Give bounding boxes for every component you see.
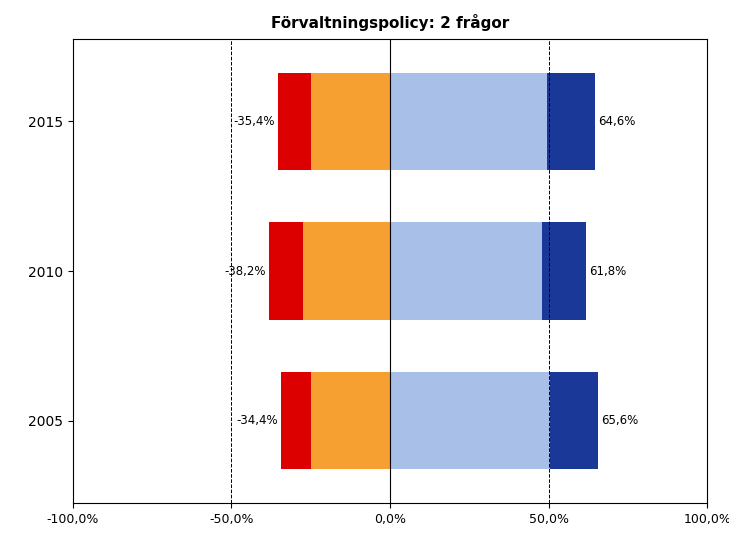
Text: -34,4%: -34,4% — [236, 414, 278, 427]
Bar — [278, 73, 311, 170]
Bar — [303, 222, 390, 320]
Bar — [281, 372, 311, 470]
Bar — [390, 372, 550, 470]
Bar — [269, 222, 303, 320]
Bar — [542, 222, 586, 320]
Text: 65,6%: 65,6% — [601, 414, 639, 427]
Bar — [390, 73, 547, 170]
Text: -35,4%: -35,4% — [233, 115, 275, 128]
Text: -38,2%: -38,2% — [225, 264, 265, 278]
Text: 64,6%: 64,6% — [598, 115, 636, 128]
Bar — [390, 222, 542, 320]
Bar — [311, 73, 390, 170]
Bar — [311, 372, 390, 470]
Bar — [547, 73, 595, 170]
Title: Förvaltningspolicy: 2 frågor: Förvaltningspolicy: 2 frågor — [271, 14, 509, 31]
Text: 61,8%: 61,8% — [589, 264, 626, 278]
Bar — [550, 372, 598, 470]
